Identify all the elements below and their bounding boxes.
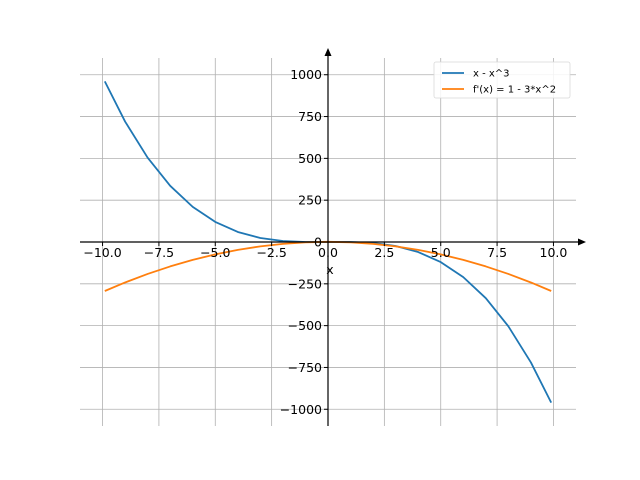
y-tick-label: −500 xyxy=(288,318,322,333)
axes xyxy=(80,48,586,426)
y-axis-arrow xyxy=(324,48,332,56)
x-tick-label: 0.0 xyxy=(318,245,338,260)
x-tick-label: −2.5 xyxy=(256,245,286,260)
legend-box xyxy=(433,61,571,99)
legend: x - x^3 f'(x) = 1 - 3*x^2 xyxy=(433,61,571,99)
x-tick-label: 5.0 xyxy=(431,245,451,260)
y-tick-label: −250 xyxy=(288,276,322,291)
y-tick-label: −750 xyxy=(288,360,322,375)
x-tick-label: 10.0 xyxy=(540,245,568,260)
x-tick-label: 7.5 xyxy=(487,245,507,260)
y-tick-label: −1000 xyxy=(280,402,322,417)
legend-label-0: x - x^3 xyxy=(473,69,510,80)
x-axis-arrow xyxy=(578,238,586,246)
tick-layer: −10.0 −7.5 −5.0 −2.5 0.0 2.5 5.0 7.5 10.0 1000 750… xyxy=(83,67,567,417)
y-tick-label: 250 xyxy=(298,193,322,208)
legend-label-1: f'(x) = 1 - 3*x^2 xyxy=(473,85,556,96)
y-tick-label: 750 xyxy=(298,109,322,124)
x-tick-label: 2.5 xyxy=(374,245,394,260)
y-tick-label: 0 xyxy=(314,235,322,250)
y-tick-label: 1000 xyxy=(290,67,322,82)
x-axis-label: x xyxy=(326,262,333,277)
x-tick-label: −7.5 xyxy=(144,245,174,260)
y-tick-label: 500 xyxy=(298,151,322,166)
x-tick-label: −10.0 xyxy=(83,245,121,260)
x-tick-label: −5.0 xyxy=(200,245,230,260)
